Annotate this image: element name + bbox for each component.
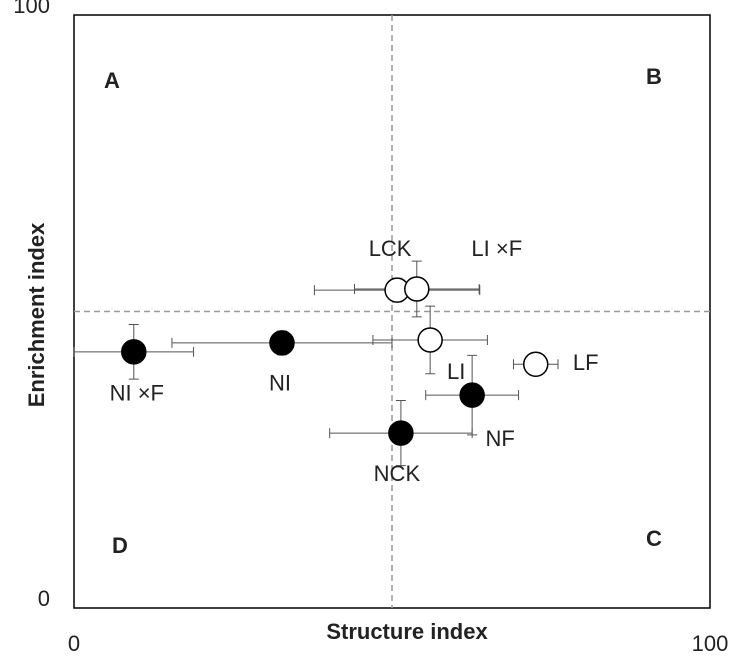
quadrant-label: C — [646, 526, 662, 551]
quadrant-label: B — [646, 64, 662, 89]
point — [522, 351, 549, 378]
point-label: NF — [485, 426, 514, 451]
x-tick-label: 0 — [68, 631, 80, 656]
point-label: NCK — [374, 461, 421, 486]
point — [404, 276, 430, 302]
x-tick-label: 100 — [692, 631, 729, 656]
point-label: LI ×F — [471, 236, 522, 261]
point — [121, 339, 147, 365]
point-label: LF — [573, 350, 599, 375]
y-tick-label: 0 — [38, 586, 50, 611]
quadrant-label: A — [104, 68, 120, 93]
point-label: LCK — [369, 236, 412, 261]
y-axis-title: Enrichment index — [24, 222, 49, 407]
point-label: NI ×F — [110, 381, 164, 406]
point-label: LI — [447, 359, 465, 384]
point — [459, 382, 485, 408]
point-label: NI — [269, 371, 291, 396]
point — [388, 420, 414, 446]
point — [269, 330, 295, 356]
y-tick-label: 100 — [13, 0, 50, 18]
quadrant-label: D — [112, 533, 128, 558]
x-axis-title: Structure index — [326, 619, 488, 644]
point — [417, 327, 443, 353]
